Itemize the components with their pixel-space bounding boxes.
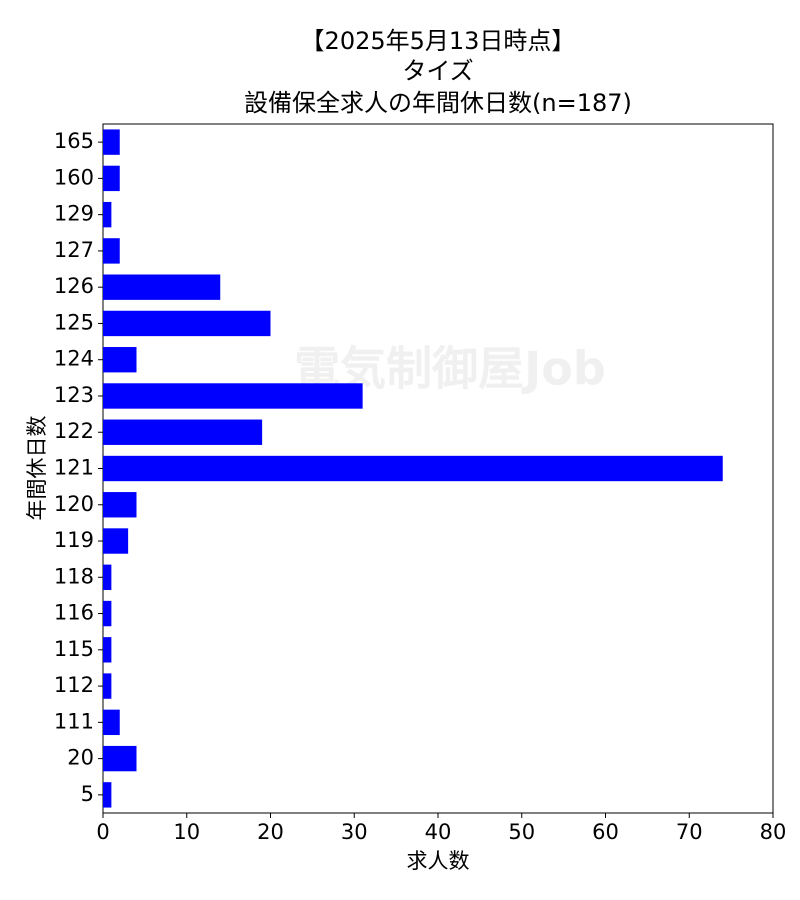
- bar: [103, 347, 137, 373]
- chart-title: 【2025年5月13日時点】: [301, 27, 576, 55]
- x-tick-label: 70: [676, 820, 703, 844]
- y-tick-label: 5: [81, 782, 94, 806]
- y-tick-label: 111: [54, 709, 94, 733]
- chart-title: 設備保全求人の年間休日数(n=187): [244, 89, 632, 117]
- x-axis-label: 求人数: [407, 849, 470, 873]
- y-tick-label: 120: [54, 492, 94, 516]
- bar: [103, 201, 112, 228]
- bar: [103, 310, 271, 337]
- bar: [103, 673, 112, 699]
- x-tick-label: 50: [508, 820, 535, 844]
- bar: [103, 528, 129, 554]
- y-tick-label: 124: [54, 347, 94, 371]
- bar: [103, 492, 137, 518]
- x-tick-label: 10: [173, 820, 200, 844]
- y-tick-label: 112: [54, 673, 94, 697]
- y-tick-label: 126: [54, 274, 94, 298]
- x-tick-label: 80: [760, 820, 787, 844]
- y-tick-label: 122: [54, 419, 94, 443]
- bar: [103, 745, 137, 772]
- y-tick-label: 165: [54, 129, 94, 153]
- x-tick-label: 40: [425, 820, 452, 844]
- y-tick-label: 116: [54, 601, 94, 625]
- bar: [103, 129, 120, 155]
- bar: [103, 600, 112, 627]
- y-tick-label: 20: [67, 746, 94, 770]
- x-tick-label: 60: [592, 820, 619, 844]
- y-tick-label: 123: [54, 383, 94, 407]
- bar: [103, 165, 120, 192]
- y-axis-label: 年間休日数: [25, 416, 49, 521]
- y-tick-label: 127: [54, 238, 94, 262]
- x-tick-label: 0: [96, 820, 109, 844]
- y-tick-label: 129: [54, 202, 94, 226]
- y-tick-label: 160: [54, 165, 94, 189]
- y-tick-label: 125: [54, 310, 94, 334]
- y-tick-label: 119: [54, 528, 94, 552]
- bar: [103, 383, 363, 409]
- x-tick-label: 20: [257, 820, 284, 844]
- y-tick-label: 115: [54, 637, 94, 661]
- y-tick-label: 118: [54, 564, 94, 588]
- bar: [103, 455, 723, 482]
- bar: [103, 419, 263, 445]
- x-tick-label: 30: [341, 820, 368, 844]
- bar: [103, 637, 112, 663]
- bar: [103, 274, 221, 300]
- bar: [103, 238, 120, 264]
- bar: [103, 564, 112, 590]
- y-tick-label: 121: [54, 456, 94, 480]
- bar: [103, 782, 112, 808]
- chart-title: タイズ: [402, 57, 473, 85]
- bar: [103, 709, 120, 736]
